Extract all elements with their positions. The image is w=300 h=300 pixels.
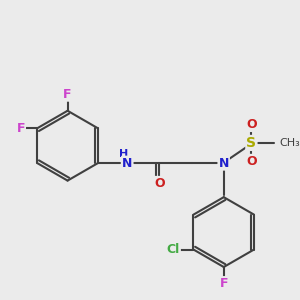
- Text: O: O: [154, 177, 165, 190]
- Text: Cl: Cl: [167, 243, 180, 256]
- Text: H: H: [119, 149, 128, 159]
- Text: CH₃: CH₃: [279, 138, 300, 148]
- Text: O: O: [246, 155, 256, 168]
- Text: N: N: [122, 157, 132, 169]
- Text: N: N: [219, 157, 229, 169]
- Text: S: S: [246, 136, 256, 150]
- Text: F: F: [63, 88, 72, 101]
- Text: O: O: [246, 118, 256, 131]
- Text: F: F: [16, 122, 25, 135]
- Text: F: F: [220, 277, 228, 290]
